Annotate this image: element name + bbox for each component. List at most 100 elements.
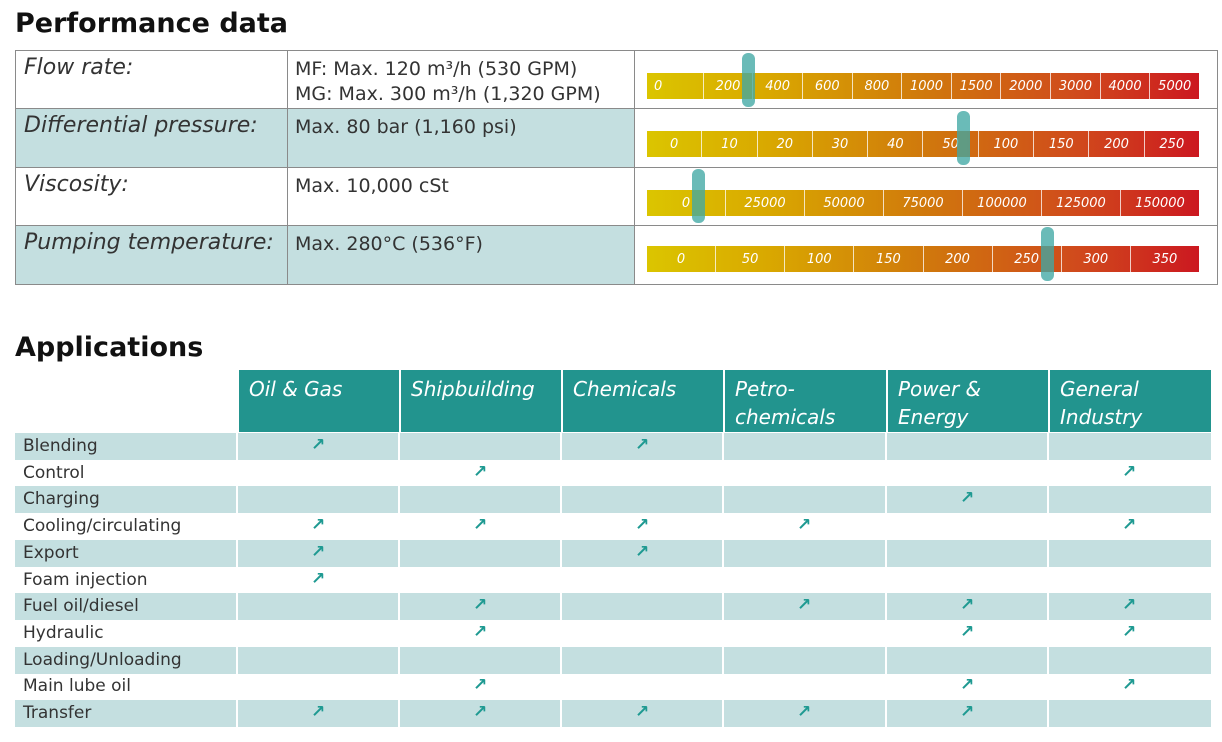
scale-tick-label: 600 bbox=[801, 73, 852, 99]
application-row-label: Foam injection bbox=[23, 569, 148, 590]
applicable-arrow-icon: ↗ bbox=[473, 621, 488, 642]
scale-tick-label: 350 bbox=[1129, 246, 1199, 272]
application-column-header: Oil & Gas bbox=[237, 370, 400, 432]
performance-value-line: Max. 10,000 cSt bbox=[295, 175, 449, 197]
applicable-arrow-icon: ↗ bbox=[473, 675, 488, 696]
application-row-label: Control bbox=[23, 462, 85, 483]
application-row: Loading/Unloading bbox=[15, 646, 1211, 674]
performance-value: Max. 80 bar (1,160 psi) bbox=[288, 109, 635, 167]
performance-value-line: Max. 280°C (536°F) bbox=[295, 233, 483, 255]
applicable-arrow-icon: ↗ bbox=[311, 435, 326, 455]
scale-tick-label: 50000 bbox=[804, 190, 883, 216]
applicable-arrow-icon: ↗ bbox=[473, 515, 488, 536]
application-row: Export ↗ ↗ bbox=[15, 539, 1211, 567]
application-column-header: Petro-chemicals bbox=[723, 370, 886, 432]
application-row: Fuel oil/diesel ↗ ↗ ↗ ↗ bbox=[15, 593, 1211, 621]
column-divider bbox=[885, 432, 887, 727]
applicable-arrow-icon: ↗ bbox=[311, 702, 326, 722]
range-scale-bar: 0 200 400 600 800 1000 1500 2000 3000 4000 5000 bbox=[647, 73, 1199, 99]
application-row: Foam injection ↗ bbox=[15, 567, 1211, 594]
column-header-line: Oil & Gas bbox=[249, 377, 343, 401]
application-row: Transfer ↗ ↗ ↗ ↗ ↗ bbox=[15, 700, 1211, 727]
column-header-line: General bbox=[1060, 377, 1139, 401]
applicable-arrow-icon: ↗ bbox=[311, 541, 326, 562]
application-row-label: Fuel oil/diesel bbox=[23, 596, 139, 617]
application-column-header: Power & Energy bbox=[886, 370, 1049, 432]
performance-label: Pumping temperature: bbox=[16, 226, 288, 284]
scale-tick-label: 200 bbox=[1088, 131, 1143, 157]
scale-tick-label: 200 bbox=[702, 73, 753, 99]
scale-tick-label: 300 bbox=[1060, 246, 1130, 272]
scale-tick-label: 0 bbox=[654, 78, 663, 94]
scale-tick-label: 1500 bbox=[950, 73, 1001, 99]
performance-row: Pumping temperature: Max. 280°C (536°F) 0 5… bbox=[16, 226, 1217, 284]
column-header-line: chemicals bbox=[735, 405, 836, 429]
scale-tick-label: 100000 bbox=[962, 190, 1041, 216]
scale-tick-label: 20 bbox=[756, 131, 812, 157]
application-row-label: Charging bbox=[23, 489, 100, 510]
applicable-arrow-icon: ↗ bbox=[473, 702, 488, 722]
application-column-header: Chemicals bbox=[561, 370, 724, 432]
column-divider bbox=[560, 432, 562, 727]
applicable-arrow-icon: ↗ bbox=[473, 461, 488, 482]
range-scale-bar: 0 10 20 30 40 50 100 150 200 250 bbox=[647, 131, 1199, 157]
applicable-arrow-icon: ↗ bbox=[635, 435, 650, 455]
scale-tick-label: 200 bbox=[922, 246, 992, 272]
column-header-line: Shipbuilding bbox=[411, 377, 535, 401]
performance-value-line: MG: Max. 300 m³/h (1,320 GPM) bbox=[295, 83, 601, 105]
scale-tick-label: 5000 bbox=[1149, 73, 1199, 99]
column-header-line: Energy bbox=[898, 405, 969, 429]
range-scale-cell: 0 25000 50000 75000 100000 125000 150000 bbox=[635, 168, 1217, 225]
application-row-label: Transfer bbox=[23, 703, 92, 723]
range-scale-cell: 0 10 20 30 40 50 100 150 200 250 bbox=[635, 109, 1217, 167]
scale-tick-label: 30 bbox=[811, 131, 867, 157]
applicable-arrow-icon: ↗ bbox=[635, 702, 650, 722]
application-row: Blending ↗ ↗ bbox=[15, 433, 1211, 460]
applicable-arrow-icon: ↗ bbox=[1122, 595, 1137, 616]
performance-value: Max. 280°C (536°F) bbox=[288, 226, 635, 284]
applicable-arrow-icon: ↗ bbox=[797, 515, 812, 536]
scale-tick-label: 3000 bbox=[1050, 73, 1100, 99]
column-header-line: Petro- bbox=[735, 377, 795, 401]
column-divider bbox=[398, 432, 400, 727]
range-scale-cell: 0 50 100 150 200 250 300 350 bbox=[635, 226, 1217, 284]
scale-tick-label: 4000 bbox=[1099, 73, 1150, 99]
application-column-header: Shipbuilding bbox=[399, 370, 562, 432]
applicable-arrow-icon: ↗ bbox=[960, 621, 975, 642]
applicable-arrow-icon: ↗ bbox=[635, 515, 650, 536]
application-row: Cooling/circulating ↗ ↗ ↗ ↗ ↗ bbox=[15, 513, 1211, 540]
column-header-line: Power & bbox=[898, 377, 982, 401]
scale-tick-label: 0 bbox=[676, 251, 686, 267]
column-divider bbox=[236, 432, 238, 727]
scale-tick-label: 0 bbox=[670, 136, 679, 152]
applications-title: Applications bbox=[15, 332, 204, 363]
application-row: Hydraulic ↗ ↗ ↗ bbox=[15, 620, 1211, 647]
applicable-arrow-icon: ↗ bbox=[960, 702, 975, 722]
scale-tick-label: 800 bbox=[851, 73, 902, 99]
column-header-line: Industry bbox=[1060, 405, 1143, 429]
range-scale-bar: 0 50 100 150 200 250 300 350 bbox=[647, 246, 1199, 272]
applicable-arrow-icon: ↗ bbox=[960, 675, 975, 696]
performance-row: Flow rate: MF: Max. 120 m³/h (530 GPM) MG:… bbox=[16, 51, 1217, 109]
max-value-marker bbox=[692, 169, 705, 223]
performance-row: Differential pressure: Max. 80 bar (1,160… bbox=[16, 109, 1217, 168]
scale-tick-label: 0 bbox=[681, 195, 691, 211]
scale-tick-label: 50 bbox=[922, 131, 977, 157]
performance-table: Flow rate: MF: Max. 120 m³/h (530 GPM) MG:… bbox=[15, 50, 1218, 285]
performance-value-line: MF: Max. 120 m³/h (530 GPM) bbox=[295, 58, 578, 80]
application-row-label: Blending bbox=[23, 436, 98, 456]
performance-value-line: Max. 80 bar (1,160 psi) bbox=[295, 116, 517, 138]
max-value-marker bbox=[741, 53, 755, 107]
scale-tick-label: 2000 bbox=[1000, 73, 1050, 99]
scale-tick-label: 10 bbox=[701, 131, 756, 157]
application-row: Control ↗ ↗ bbox=[15, 460, 1211, 487]
performance-label: Viscosity: bbox=[16, 168, 288, 225]
application-row-label: Cooling/circulating bbox=[23, 516, 182, 537]
scale-tick-label: 1000 bbox=[901, 73, 951, 99]
scale-tick-label: 50 bbox=[715, 246, 784, 272]
range-scale-bar: 0 25000 50000 75000 100000 125000 150000 bbox=[647, 190, 1199, 216]
max-value-marker bbox=[1041, 227, 1055, 281]
application-row-label: Main lube oil bbox=[23, 676, 131, 697]
applicable-arrow-icon: ↗ bbox=[311, 568, 326, 589]
scale-tick-label: 75000 bbox=[883, 190, 962, 216]
